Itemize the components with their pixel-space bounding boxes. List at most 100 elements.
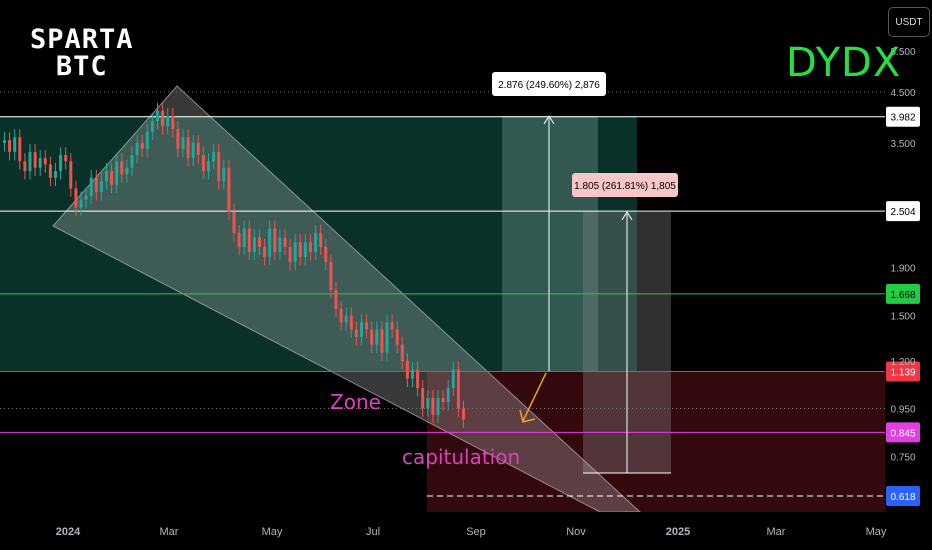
candle-body — [303, 242, 307, 257]
candle-body — [405, 360, 409, 379]
candle-body — [38, 158, 42, 168]
price-label-bg — [886, 422, 920, 443]
candle-body — [426, 398, 430, 409]
projection-arrowhead-2 — [621, 211, 633, 221]
candle-body — [400, 344, 404, 361]
price-label-bg — [886, 486, 920, 506]
candle-body — [365, 322, 369, 330]
candle-body — [48, 164, 52, 178]
candle-body — [298, 242, 302, 257]
y-tick-label: 0.750 — [890, 453, 915, 464]
candle-body — [54, 171, 57, 178]
candle-body — [232, 211, 236, 233]
candle-body — [105, 171, 108, 182]
candle-body — [456, 369, 460, 409]
candle-body — [171, 115, 175, 129]
candle-body — [319, 232, 323, 247]
upper-zone — [0, 116, 637, 371]
svg-text:2.876 (249.60%) 2,876: 2.876 (249.60%) 2,876 — [498, 80, 600, 91]
price-label-bg — [886, 361, 920, 382]
zone-annotation: Zone — [330, 390, 381, 414]
candle-body — [150, 120, 154, 132]
x-tick-label: Nov — [566, 526, 586, 538]
candle-body — [385, 322, 389, 353]
candle-body — [360, 322, 363, 337]
candle-body — [140, 143, 144, 149]
x-tick-label: Mar — [160, 526, 179, 538]
candle-body — [18, 137, 22, 162]
candle-body — [263, 246, 267, 257]
price-label: 0.845 — [890, 428, 915, 439]
x-tick-label: Jul — [366, 526, 380, 538]
candle-body — [451, 369, 455, 389]
projection-label-1: 2.876 (249.60%) 2,876 — [492, 72, 606, 96]
candle-body — [8, 140, 12, 152]
candle-body — [446, 388, 450, 403]
y-axis[interactable]: 3.982 2.504 1.668 1.139 0.845 0.618 5.500 4.500… — [886, 47, 920, 506]
candle-body — [196, 143, 200, 155]
candle-body — [242, 228, 246, 247]
candle-body — [395, 329, 399, 345]
candle-body — [421, 388, 425, 409]
x-tick-label: Mar — [767, 526, 786, 538]
candle-body — [212, 151, 216, 162]
sparta-btc-logo: SPARTA BTC — [30, 26, 134, 80]
y-tick-label: 4.500 — [890, 88, 915, 99]
candle-body — [339, 308, 343, 323]
candle-body — [13, 137, 17, 152]
candle-body — [222, 167, 226, 182]
price-label: 1.668 — [890, 290, 915, 301]
lower-zone — [427, 371, 885, 512]
candle-body — [64, 154, 68, 162]
candle-body — [135, 143, 139, 155]
price-label: 2.504 — [890, 207, 915, 218]
candle-body — [156, 110, 159, 121]
candle-body — [416, 369, 420, 389]
y-tick-label: 3.500 — [890, 139, 915, 150]
candle-body — [181, 137, 185, 149]
x-tick-label: 2025 — [666, 526, 690, 538]
candle-body — [314, 232, 318, 252]
candle-body — [411, 369, 414, 379]
candle-body — [120, 161, 124, 175]
candle-body — [74, 188, 78, 208]
y-tick-label: 5.500 — [890, 47, 915, 58]
candles — [3, 102, 465, 428]
candle-body — [324, 246, 328, 263]
x-tick-label: 2024 — [56, 526, 81, 538]
candle-body — [288, 246, 292, 263]
currency-button[interactable]: USDT — [888, 7, 930, 37]
candle-body — [23, 161, 27, 172]
candle-body — [370, 329, 374, 345]
price-label: 3.982 — [890, 113, 915, 124]
candle-body — [59, 154, 63, 172]
candle-body — [166, 115, 170, 127]
y-tick-label: 1.900 — [890, 263, 915, 274]
candle-body — [130, 154, 134, 168]
candle-body — [191, 143, 195, 159]
x-tick-label: Sep — [466, 526, 486, 538]
path-arrow — [522, 372, 547, 422]
price-label: 1.139 — [890, 368, 915, 379]
candle-body — [145, 131, 149, 149]
projection-arrowhead-1 — [543, 115, 555, 125]
candle-body — [349, 315, 353, 330]
candle-body — [79, 199, 83, 208]
candle-body — [258, 237, 261, 247]
candle-body — [161, 110, 165, 127]
price-label: 0.618 — [890, 492, 915, 503]
candle-body — [380, 329, 384, 353]
candle-body — [283, 237, 287, 247]
candle-body — [89, 177, 93, 196]
candle-body — [436, 398, 440, 416]
candle-body — [278, 237, 282, 252]
candle-body — [462, 408, 465, 420]
logo-line-1: SPARTA — [30, 24, 134, 55]
x-tick-label: May — [866, 526, 887, 538]
candle-body — [309, 242, 312, 252]
candle-body — [84, 195, 88, 200]
candle-body — [431, 398, 435, 416]
y-tick-label: 1.200 — [890, 357, 915, 368]
x-axis[interactable]: 2024 Mar May Jul Sep Nov 2025 Mar May — [0, 512, 932, 550]
